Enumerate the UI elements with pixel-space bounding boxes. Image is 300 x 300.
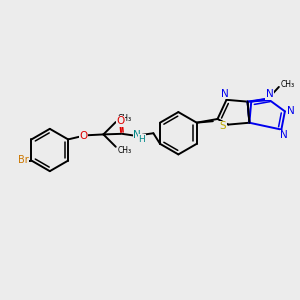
- Text: O: O: [79, 131, 88, 141]
- Text: CH₃: CH₃: [117, 146, 131, 155]
- Text: CH₃: CH₃: [117, 114, 131, 123]
- Text: N: N: [287, 106, 295, 116]
- Text: Br: Br: [18, 155, 28, 165]
- Text: CH₃: CH₃: [280, 80, 295, 88]
- Text: N: N: [266, 89, 274, 99]
- Text: N: N: [133, 130, 141, 140]
- Text: S: S: [220, 121, 226, 131]
- Text: N: N: [221, 89, 229, 99]
- Text: H: H: [139, 135, 145, 144]
- Text: N: N: [280, 130, 288, 140]
- Text: O: O: [116, 116, 124, 127]
